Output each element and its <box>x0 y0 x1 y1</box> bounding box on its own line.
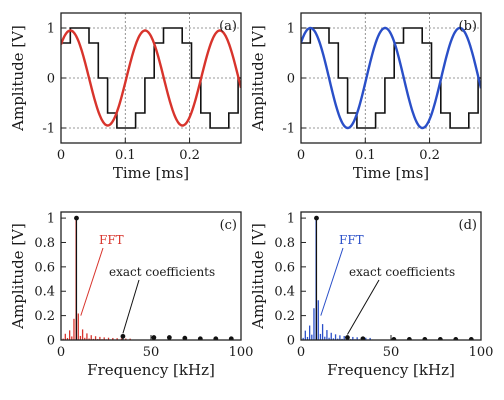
y-tick-label: 0 <box>47 72 55 87</box>
x-tick-label: 100 <box>229 345 254 360</box>
x-tick-label: 0.1 <box>115 148 136 163</box>
exact-point <box>391 336 397 340</box>
exact-legend-label: exact coefficients <box>349 265 455 279</box>
exact-point <box>453 336 459 340</box>
panel-letter: (b) <box>459 19 477 34</box>
y-tick-label: 0.8 <box>34 236 55 251</box>
y-tick-label: 0.4 <box>274 285 295 300</box>
x-axis-label: Frequency [kHz] <box>87 361 215 379</box>
y-tick-label: 0 <box>287 334 295 349</box>
y-tick-label: 0.2 <box>34 309 55 324</box>
y-tick-label: 1 <box>287 212 295 227</box>
fft-legend-label: FFT <box>99 233 124 247</box>
exact-point <box>213 336 219 340</box>
exact-point <box>120 333 126 339</box>
staircase-line <box>301 27 481 129</box>
y-tick-label: 0.4 <box>34 285 55 300</box>
exact-point <box>345 335 350 340</box>
exact-point <box>360 336 366 340</box>
exact-point <box>151 335 157 340</box>
x-axis-label: Frequency [kHz] <box>327 361 455 379</box>
x-tick-label: 0.1 <box>355 148 376 163</box>
exact-pointer-line <box>122 279 140 334</box>
exact-point <box>74 215 79 221</box>
y-axis-label: Amplitude [V] <box>9 25 27 132</box>
sine-line <box>61 29 241 127</box>
exact-point <box>166 335 172 340</box>
fft-pointer-line <box>320 247 344 316</box>
y-tick-label: 0.6 <box>274 260 295 275</box>
y-tick-label: 1 <box>287 22 295 37</box>
y-tick-label: 0 <box>47 334 55 349</box>
exact-point <box>422 336 428 340</box>
panel-letter: (d) <box>459 218 477 233</box>
y-tick-label: 0 <box>287 72 295 87</box>
staircase-line <box>61 27 241 129</box>
exact-point <box>182 335 188 340</box>
plot-area <box>61 27 241 129</box>
x-axis-label: Time [ms] <box>353 164 429 182</box>
y-tick-label: -1 <box>42 122 55 137</box>
x-tick-label: 0 <box>57 148 65 163</box>
fft-pointer-line <box>80 247 104 316</box>
plot-area <box>301 26 481 130</box>
panel-c: 0 0.2 0.4 0.6 0.8 1 0 50 100 Frequency [kHz] Ampli… <box>9 211 254 379</box>
x-tick-label: 0 <box>57 345 65 360</box>
x-tick-label: 0 <box>297 148 305 163</box>
exact-pointer-line <box>347 279 380 335</box>
exact-point <box>406 336 412 340</box>
exact-legend-label: exact coefficients <box>109 265 215 279</box>
exact-point <box>468 336 474 340</box>
exact-point <box>314 215 319 221</box>
y-axis-label: Amplitude [V] <box>249 25 267 132</box>
y-tick-label: 0.2 <box>274 309 295 324</box>
y-tick-label: 0.6 <box>34 260 55 275</box>
x-tick-label: 100 <box>469 345 494 360</box>
exact-point <box>437 336 443 340</box>
y-tick-label: 1 <box>47 22 55 37</box>
x-tick-label: 50 <box>143 345 160 360</box>
exact-point <box>228 336 234 340</box>
x-tick-label: 50 <box>383 345 400 360</box>
y-axis-label: Amplitude [V] <box>249 223 267 330</box>
panel-letter: (a) <box>219 19 237 34</box>
sine-line <box>301 26 481 130</box>
x-tick-label: 0.2 <box>419 148 440 163</box>
panel-letter: (c) <box>220 218 237 233</box>
exact-point <box>197 336 203 340</box>
panel-d: 0 0.2 0.4 0.6 0.8 1 0 50 100 Frequency [kHz] Ampli… <box>249 211 494 379</box>
y-axis-label: Amplitude [V] <box>9 223 27 330</box>
y-tick-label: -1 <box>282 122 295 137</box>
y-tick-label: 1 <box>47 212 55 227</box>
x-axis-label: Time [ms] <box>113 164 189 182</box>
x-tick-label: 0.2 <box>179 148 200 163</box>
x-tick-label: 0 <box>297 345 305 360</box>
fft-legend-label: FFT <box>339 233 364 247</box>
y-tick-label: 0.8 <box>274 236 295 251</box>
